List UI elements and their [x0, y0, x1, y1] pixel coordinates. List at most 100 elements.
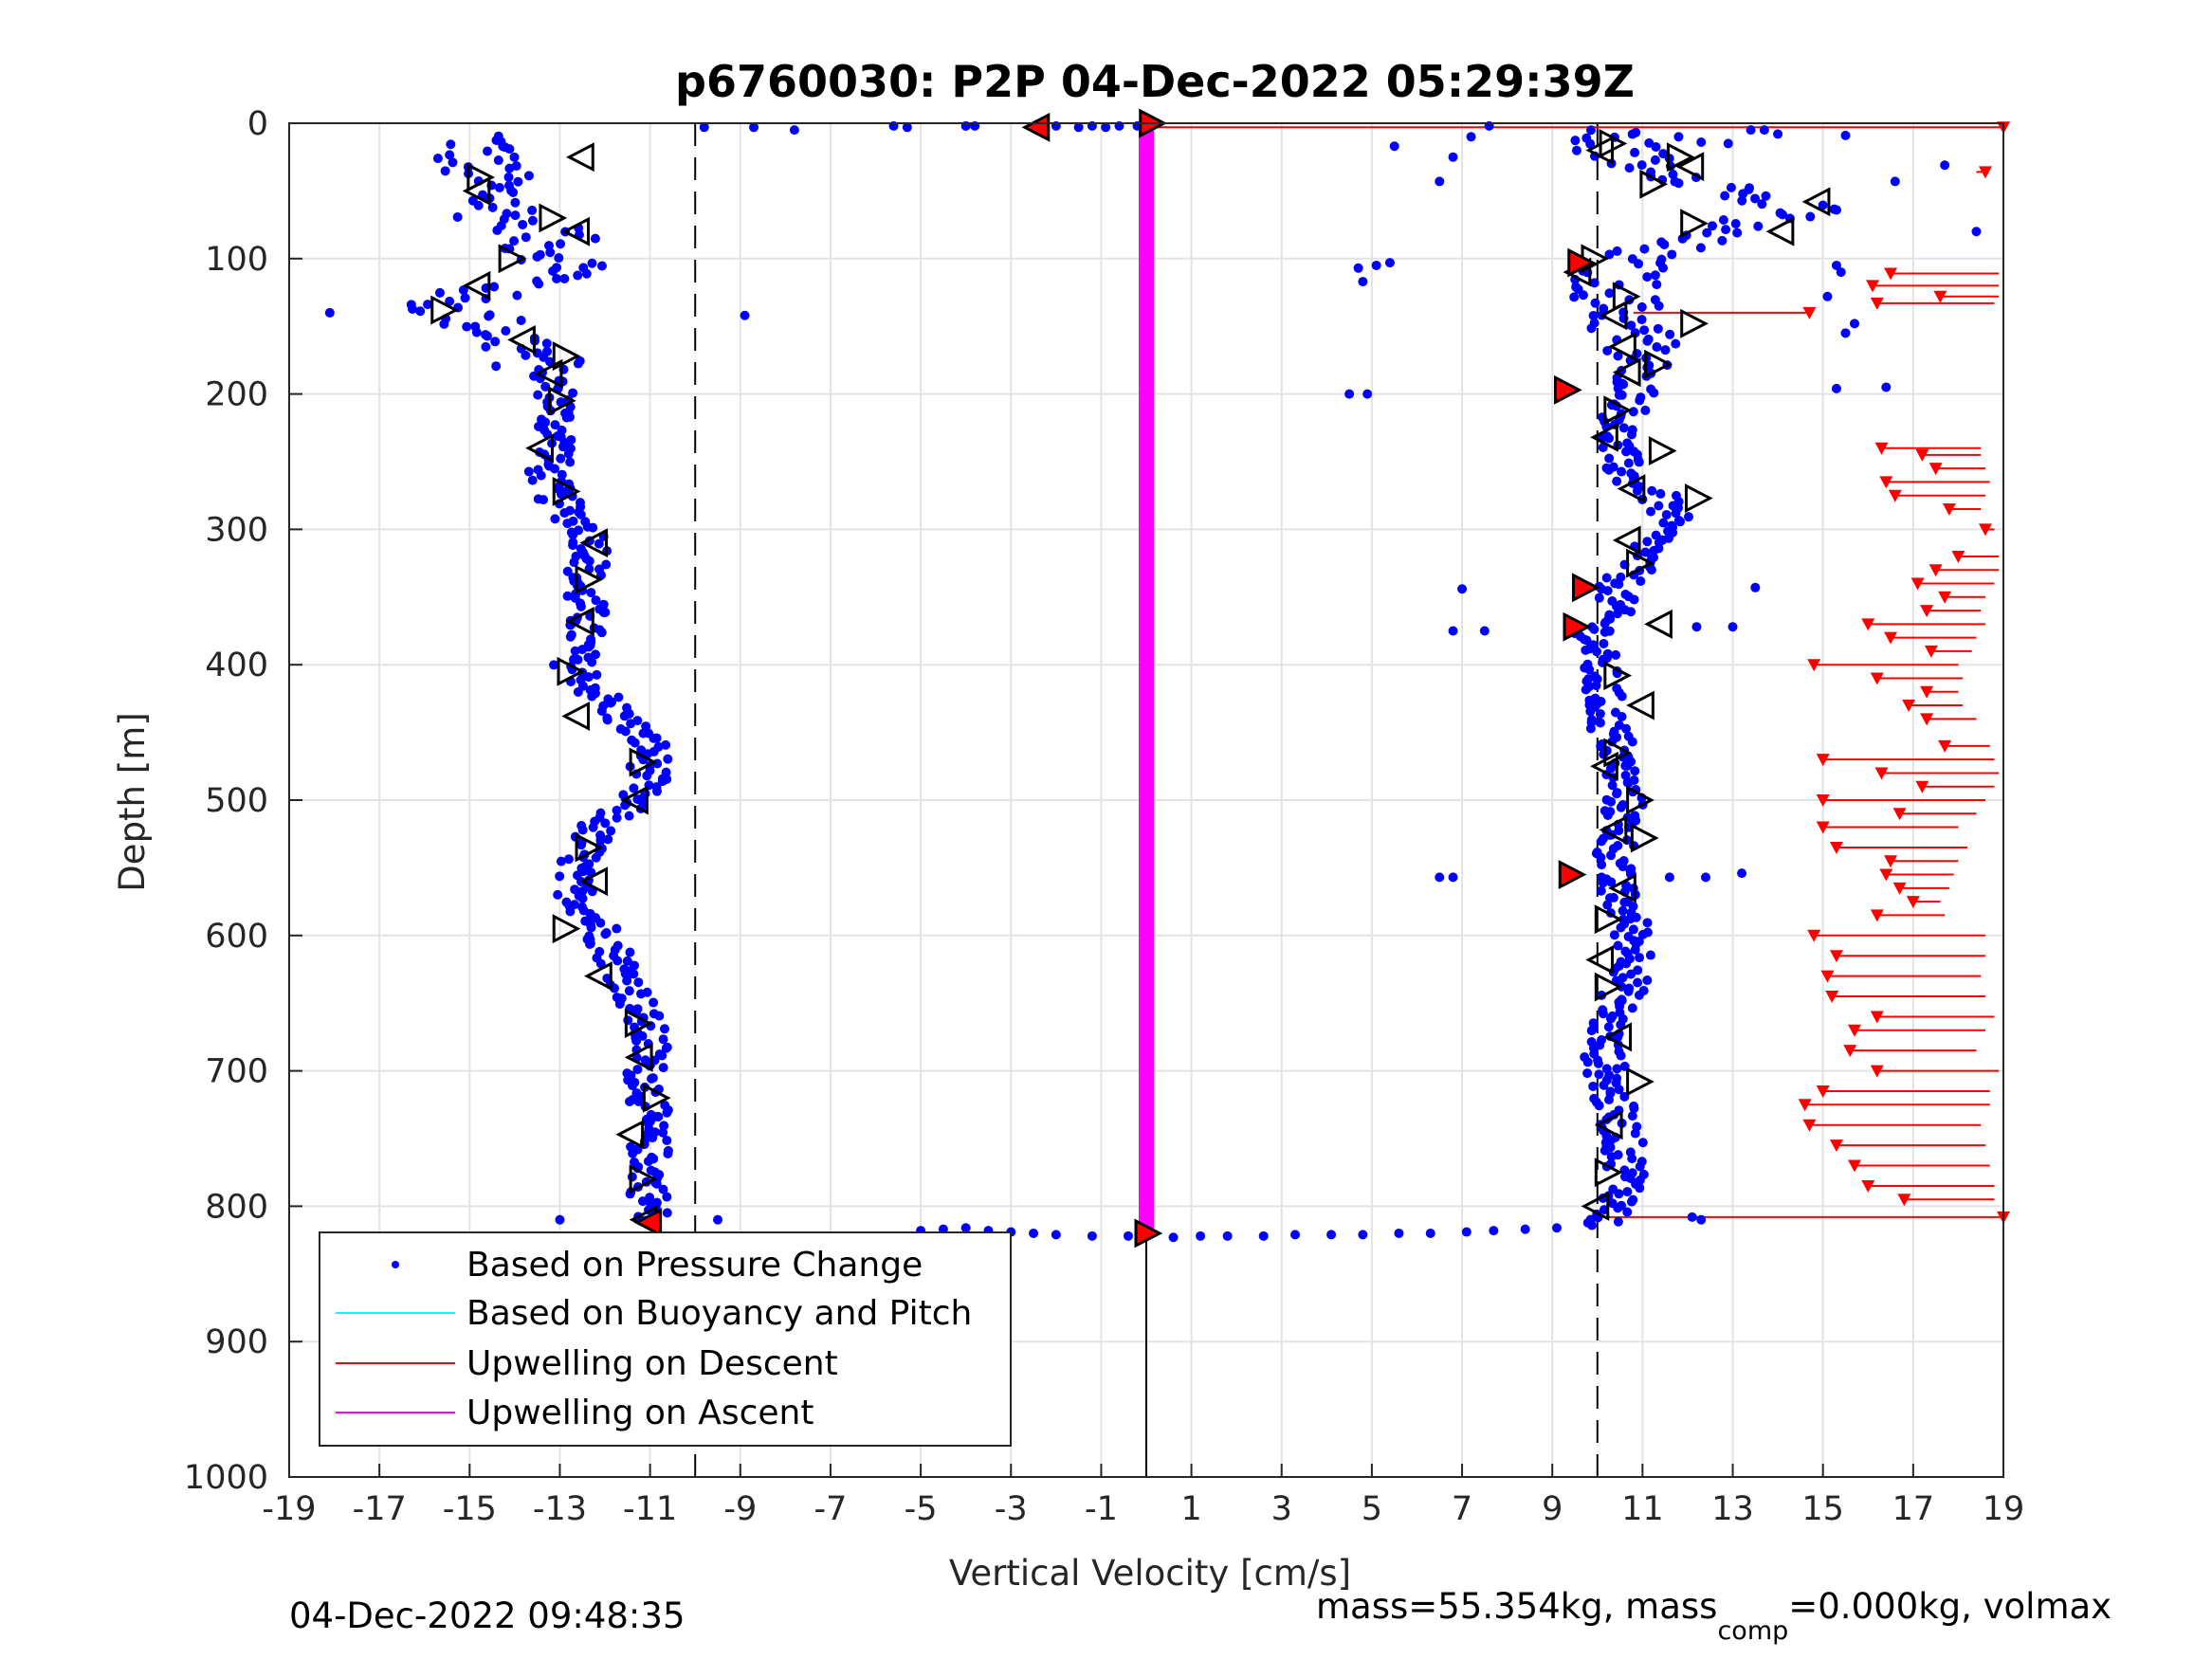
pressure-point: [658, 1184, 668, 1194]
pressure-point: [1649, 388, 1659, 398]
pressure-point: [662, 1208, 672, 1218]
pressure-point: [1596, 885, 1606, 896]
pressure-point: [1618, 905, 1628, 916]
pressure-point: [1664, 872, 1674, 883]
pressure-point: [1654, 501, 1664, 511]
ascent-triangle-marker: [1644, 349, 1673, 379]
ascent-triangle-marker: [1594, 972, 1623, 1002]
axis-ticks: -19 -17 -15 -13 -11 -9 -7 -5 -3 -1 1 3 5 7 9 11 13 15 17 19…: [184, 105, 2024, 1528]
triangle-markers: [430, 108, 1831, 1249]
pressure-point: [1581, 684, 1591, 695]
pressure-point: [563, 854, 574, 865]
ascent-triangle-marker: [1612, 525, 1641, 556]
pressure-point: [1614, 579, 1624, 590]
upwelling-on-descent-series: [1146, 121, 2010, 1224]
pressure-point: [516, 315, 526, 325]
pressure-point: [1750, 582, 1761, 592]
ascent-triangle-marker: [1680, 209, 1709, 239]
ascent-red-triangle-marker: [1572, 573, 1600, 603]
x-tick-label: -1: [1085, 1490, 1118, 1528]
descent-upwelling-marker: [1798, 1099, 1812, 1112]
pressure-point: [1621, 723, 1632, 734]
pressure-point: [565, 457, 576, 467]
descent-triangle-marker: [539, 203, 568, 233]
descent-upwelling-marker: [1910, 577, 1925, 591]
pressure-point: [1831, 260, 1841, 270]
pressure-point: [1616, 1050, 1626, 1061]
pressure-point: [1594, 1069, 1604, 1080]
pressure-point: [577, 645, 588, 655]
pressure-point: [1695, 243, 1706, 253]
pressure-point: [1652, 280, 1662, 290]
x-tick-label: -19: [262, 1490, 316, 1528]
pressure-point: [1650, 155, 1660, 165]
pressure-point: [603, 834, 613, 845]
pressure-point: [1687, 1212, 1697, 1222]
pressure-point: [1358, 277, 1368, 287]
pressure-point: [458, 285, 468, 296]
descent-upwelling-marker: [1951, 550, 1965, 563]
pressure-point: [1642, 918, 1653, 928]
pressure-point: [586, 588, 596, 598]
pressure-point: [1730, 219, 1741, 229]
pressure-point: [559, 508, 570, 519]
pressure-point: [471, 327, 482, 337]
pressure-point: [423, 300, 433, 310]
legend-swatch-pressure: [392, 1261, 399, 1268]
pressure-point: [1582, 1057, 1593, 1067]
pressure-point: [1612, 476, 1622, 486]
pressure-point: [1721, 225, 1731, 235]
descent-upwelling-marker: [1802, 306, 1817, 319]
descent-upwelling-marker: [1816, 1085, 1830, 1099]
descent-upwelling-marker: [1802, 1119, 1817, 1132]
pressure-point: [1627, 429, 1637, 440]
pressure-point: [1101, 122, 1111, 133]
pressure-point: [432, 154, 443, 164]
descent-triangle-marker: [430, 295, 460, 325]
pressure-point: [1723, 138, 1733, 149]
pressure-point: [545, 247, 556, 258]
pressure-point: [1831, 383, 1841, 393]
pressure-point: [473, 200, 484, 210]
descent-upwelling-marker: [1906, 896, 1920, 909]
pressure-point: [1605, 1013, 1616, 1024]
pressure-point: [1654, 301, 1664, 311]
pressure-point: [594, 538, 604, 549]
pressure-point: [556, 489, 566, 500]
footer-timestamp: 04-Dec-2022 09:48:35: [289, 1595, 685, 1636]
ascent-triangle-marker: [1590, 751, 1618, 781]
pressure-point: [606, 826, 616, 836]
pressure-point: [1029, 1228, 1039, 1238]
pressure-point: [1613, 940, 1623, 951]
ascent-red-triangle-marker: [1553, 374, 1582, 405]
ascent-triangle-marker: [1585, 945, 1615, 975]
pressure-point: [649, 997, 659, 1008]
ascent-triangle-marker: [1594, 1158, 1623, 1188]
pressure-point: [1626, 1196, 1636, 1207]
pressure-point: [452, 211, 463, 222]
pressure-point: [1466, 132, 1476, 142]
ascent-triangle-marker: [1644, 609, 1673, 639]
pressure-point: [563, 448, 574, 459]
pressure-point: [1635, 1161, 1645, 1172]
pressure-point: [446, 139, 456, 150]
ascent-triangle-marker: [1599, 301, 1628, 331]
pressure-point: [494, 182, 504, 192]
ascent-triangle-marker: [1626, 1066, 1654, 1097]
pressure-point: [1604, 288, 1615, 299]
ascent-triangle-marker: [1603, 1022, 1633, 1052]
descent-triangle-marker: [566, 142, 594, 173]
pressure-point: [1617, 466, 1627, 477]
y-axis-label: Depth [m]: [112, 712, 153, 891]
pressure-point: [1623, 458, 1634, 468]
pressure-point: [1634, 990, 1644, 1000]
pressure-point: [1611, 649, 1621, 660]
ascent-triangle-marker: [1612, 357, 1641, 388]
y-tick-label: 500: [205, 782, 268, 820]
pressure-point: [1582, 1068, 1593, 1079]
pressure-point: [1849, 319, 1859, 329]
pressure-point: [1618, 423, 1629, 433]
descent-triangle-marker: [629, 747, 658, 777]
pressure-point: [586, 922, 596, 933]
pressure-point: [662, 1136, 672, 1146]
